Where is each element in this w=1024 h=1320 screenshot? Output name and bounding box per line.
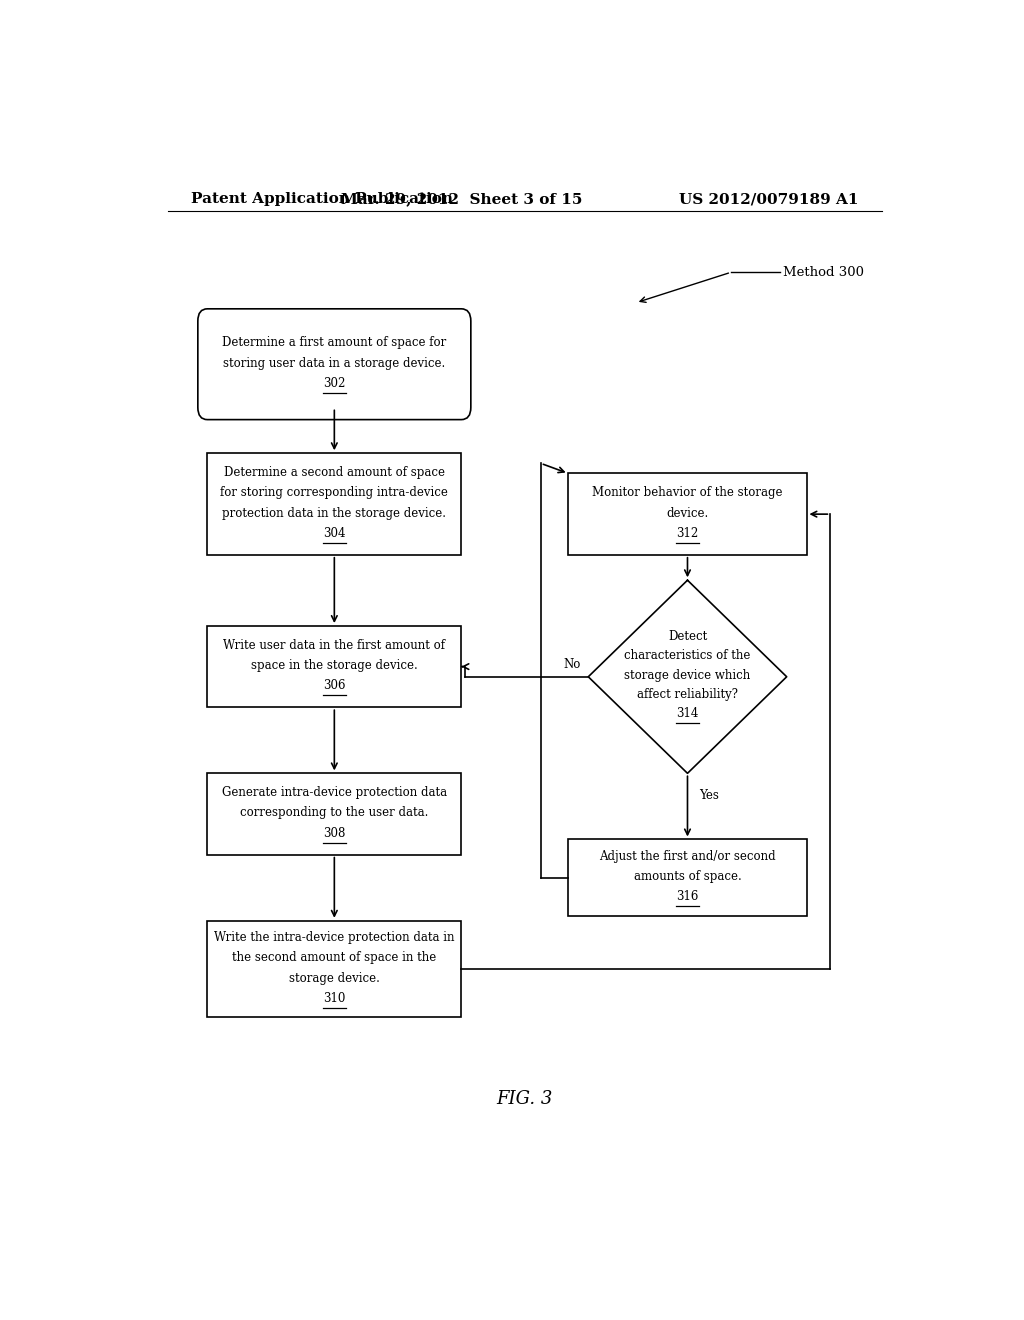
Text: 312: 312 [677,527,698,540]
Text: Patent Application Publication: Patent Application Publication [191,191,454,206]
Bar [207,626,462,708]
Text: 306: 306 [324,680,345,693]
Bar [207,921,462,1018]
Text: Determine a second amount of space: Determine a second amount of space [224,466,444,479]
Bar [568,840,807,916]
Text: amounts of space.: amounts of space. [634,870,741,883]
Text: protection data in the storage device.: protection data in the storage device. [222,507,446,520]
Text: affect reliability?: affect reliability? [637,688,738,701]
Text: characteristics of the: characteristics of the [625,649,751,663]
Text: 314: 314 [676,708,698,721]
Text: 302: 302 [324,378,345,389]
Bar [568,474,807,554]
Text: for storing corresponding intra-device: for storing corresponding intra-device [220,486,449,499]
Text: Method 300: Method 300 [782,265,863,279]
Polygon shape [588,581,786,774]
Bar [207,453,462,554]
Text: Generate intra-device protection data: Generate intra-device protection data [222,787,446,799]
FancyBboxPatch shape [198,309,471,420]
Text: storing user data in a storage device.: storing user data in a storage device. [223,356,445,370]
Text: Write user data in the first amount of: Write user data in the first amount of [223,639,445,652]
Text: space in the storage device.: space in the storage device. [251,659,418,672]
Text: Determine a first amount of space for: Determine a first amount of space for [222,337,446,350]
Text: Detect: Detect [668,630,708,643]
Text: No: No [563,659,581,671]
Text: 310: 310 [324,991,345,1005]
Text: Adjust the first and/or second: Adjust the first and/or second [599,850,776,863]
Text: device.: device. [667,507,709,520]
Text: the second amount of space in the: the second amount of space in the [232,952,436,965]
Text: 316: 316 [676,890,698,903]
Text: FIG. 3: FIG. 3 [497,1089,553,1107]
Text: corresponding to the user data.: corresponding to the user data. [241,807,428,820]
Text: 308: 308 [324,826,345,840]
Bar [207,774,462,854]
Text: Write the intra-device protection data in: Write the intra-device protection data i… [214,931,455,944]
Text: 304: 304 [324,527,345,540]
Text: Mar. 29, 2012  Sheet 3 of 15: Mar. 29, 2012 Sheet 3 of 15 [341,191,582,206]
Text: storage device.: storage device. [289,972,380,985]
Text: US 2012/0079189 A1: US 2012/0079189 A1 [679,191,858,206]
Text: Monitor behavior of the storage: Monitor behavior of the storage [592,486,782,499]
Text: Yes: Yes [699,789,719,803]
Text: storage device which: storage device which [625,669,751,681]
